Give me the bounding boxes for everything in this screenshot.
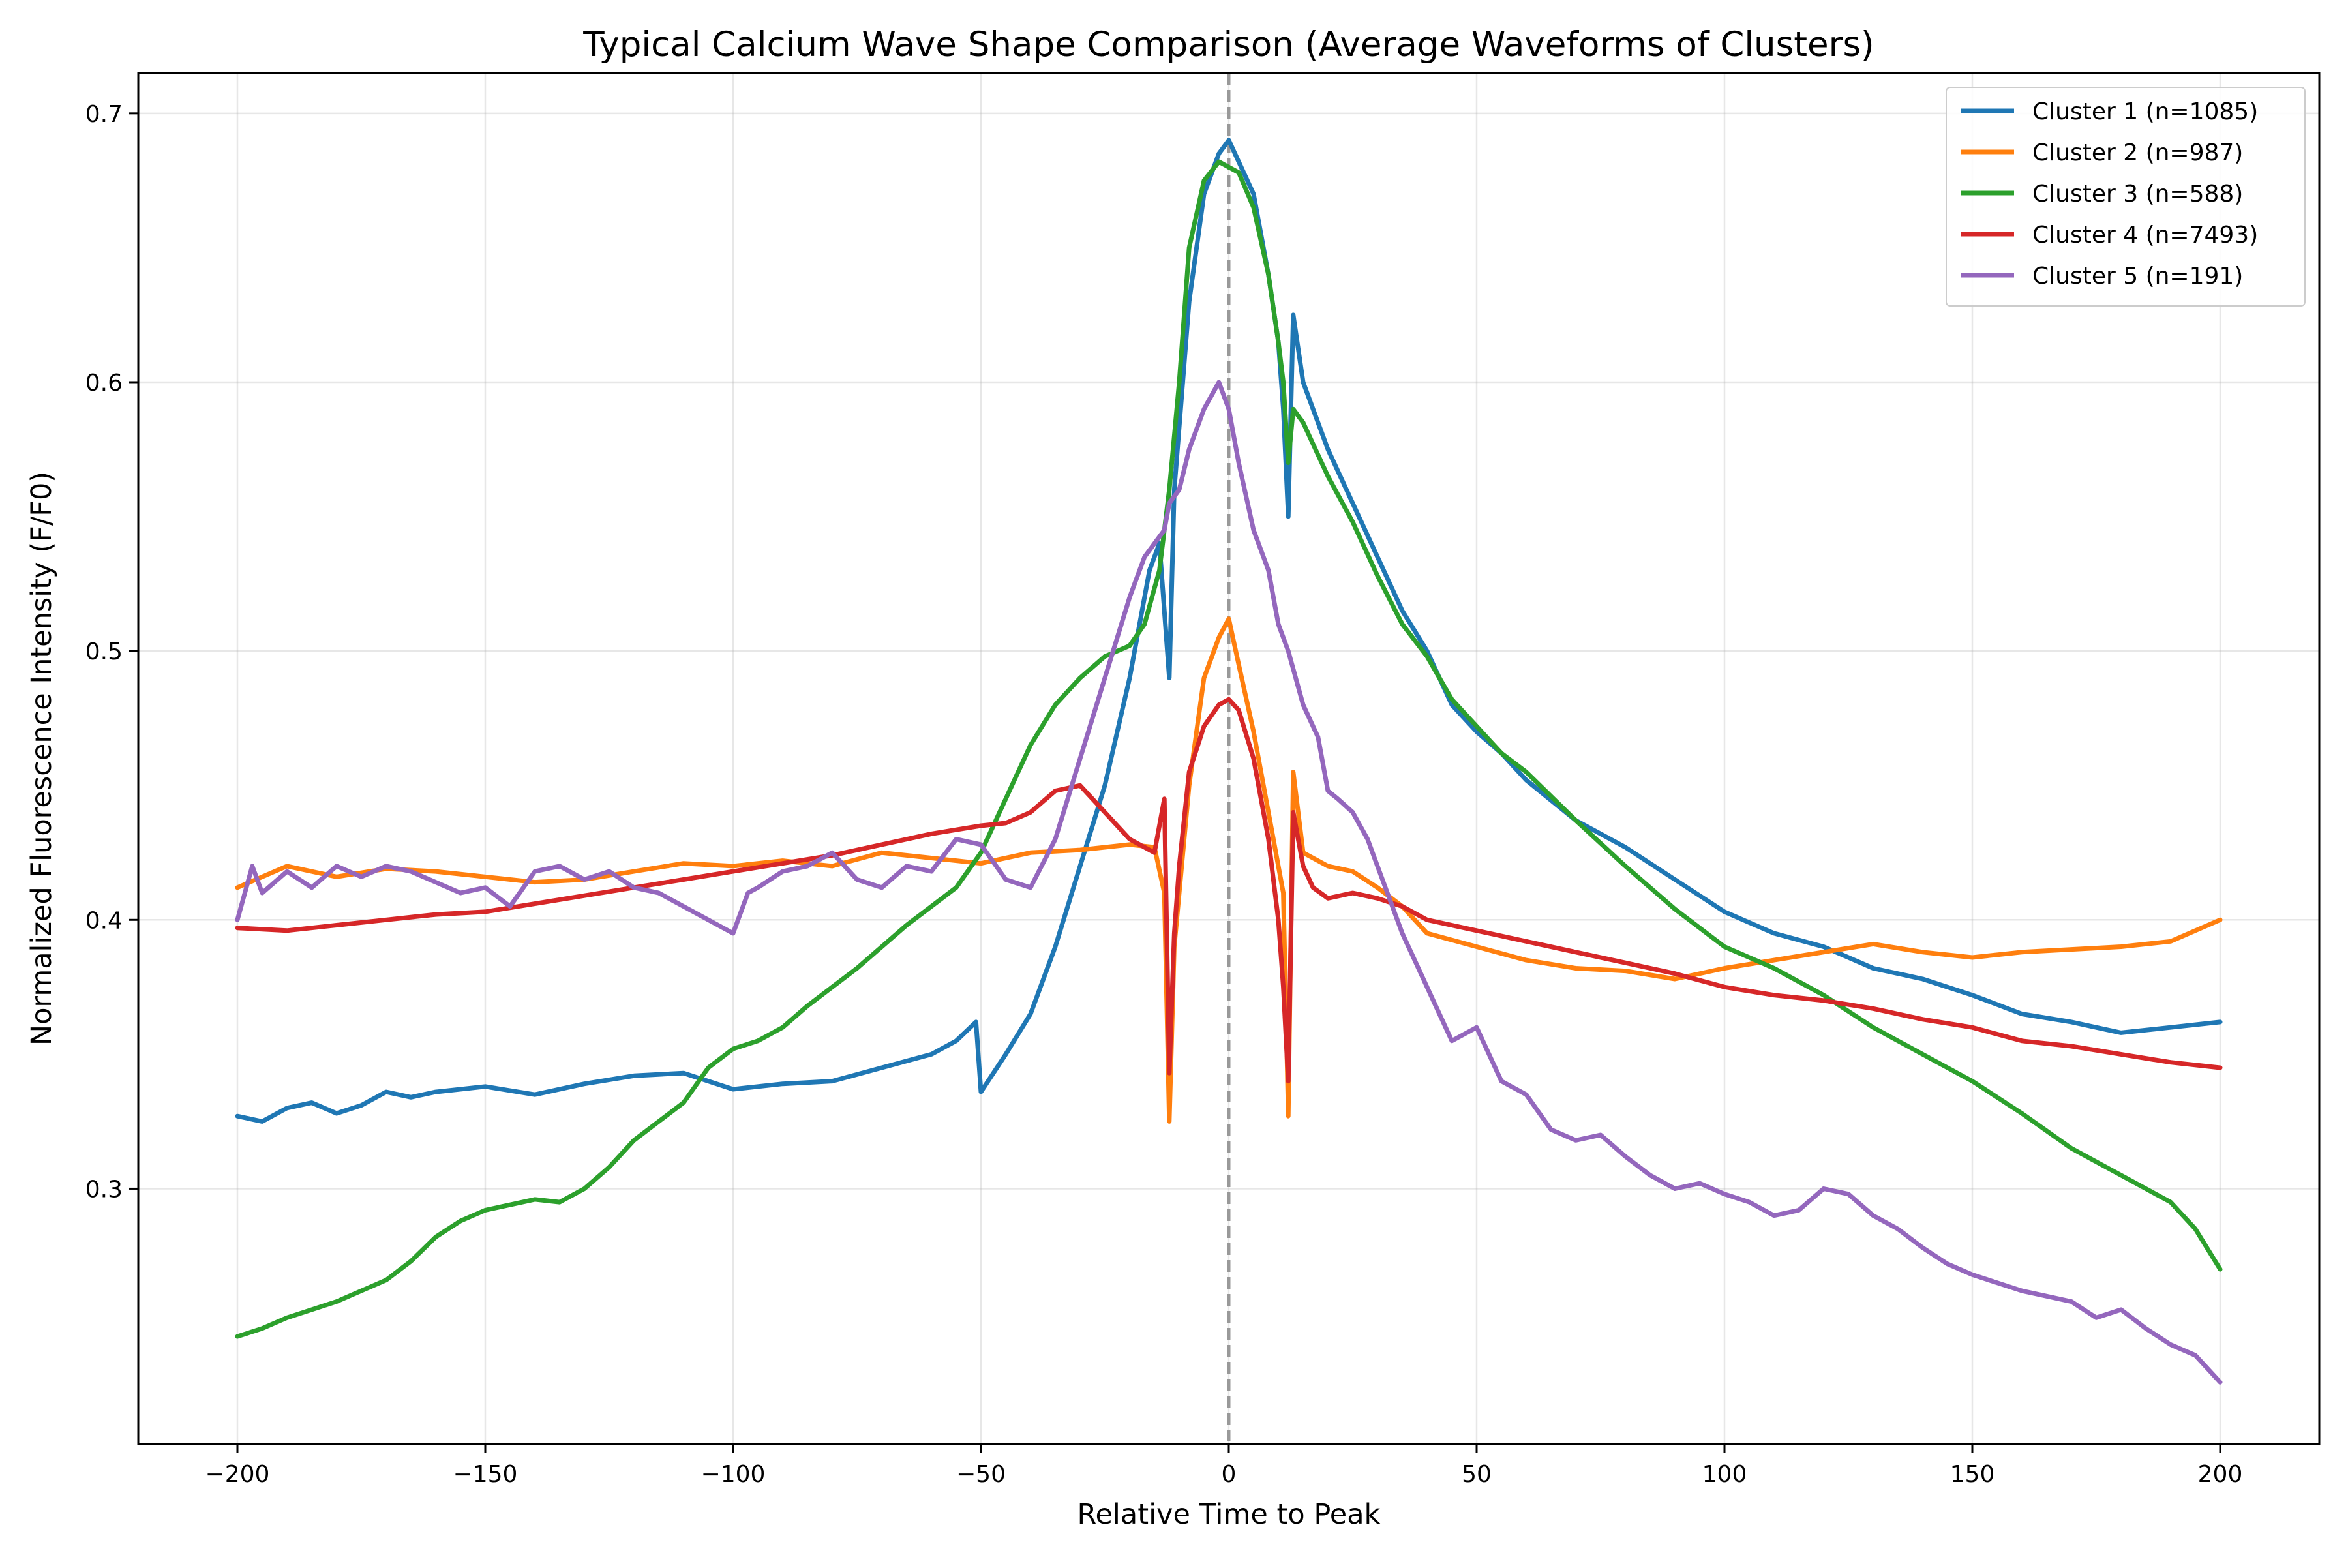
x-axis-label: Relative Time to Peak <box>1077 1498 1381 1531</box>
chart-title: Typical Calcium Wave Shape Comparison (A… <box>582 25 1874 65</box>
x-tick-label: 200 <box>2198 1461 2243 1488</box>
legend-box <box>1946 87 2306 307</box>
x-tick-label: −150 <box>453 1461 518 1488</box>
legend-label-cluster-1: Cluster 1 (n=1085) <box>2032 98 2258 125</box>
x-tick-label: −100 <box>701 1461 766 1488</box>
series-line-cluster-3 <box>235 159 2223 1339</box>
x-tick-label: 150 <box>1950 1461 1995 1488</box>
series-line-cluster-5 <box>235 380 2223 1385</box>
legend-label-cluster-2: Cluster 2 (n=987) <box>2032 140 2243 166</box>
x-tick-label: 100 <box>1702 1461 1747 1488</box>
legend-label-cluster-5: Cluster 5 (n=191) <box>2032 263 2243 290</box>
y-tick-label: 0.5 <box>85 639 123 665</box>
y-tick-label: 0.3 <box>85 1176 123 1203</box>
series-line-cluster-2 <box>235 616 2223 1124</box>
legend-label-cluster-4: Cluster 4 (n=7493) <box>2032 222 2258 249</box>
series-line-cluster-4 <box>235 697 2223 1084</box>
series-line-cluster-1 <box>235 138 2223 1124</box>
tick-layer: −200 −150 −100 −50 0 50 100 150 200 0.3 0.4 0.5 0.6 0… <box>85 101 2243 1488</box>
x-tick-label: 0 <box>1222 1461 1237 1488</box>
y-tick-label: 0.6 <box>85 370 123 397</box>
x-tick-label: −200 <box>205 1461 270 1488</box>
y-tick-label: 0.7 <box>85 101 123 128</box>
x-tick-label: −50 <box>956 1461 1006 1488</box>
legend: Cluster 1 (n=1085) Cluster 2 (n=987) Clust… <box>1946 87 2306 307</box>
legend-label-cluster-3: Cluster 3 (n=588) <box>2032 181 2243 207</box>
y-axis-label: Normalized Fluorescence Intensity (F/F0) <box>25 472 58 1046</box>
y-tick-label: 0.4 <box>85 907 123 934</box>
series-layer <box>235 138 2223 1385</box>
x-tick-label: 50 <box>1462 1461 1492 1488</box>
